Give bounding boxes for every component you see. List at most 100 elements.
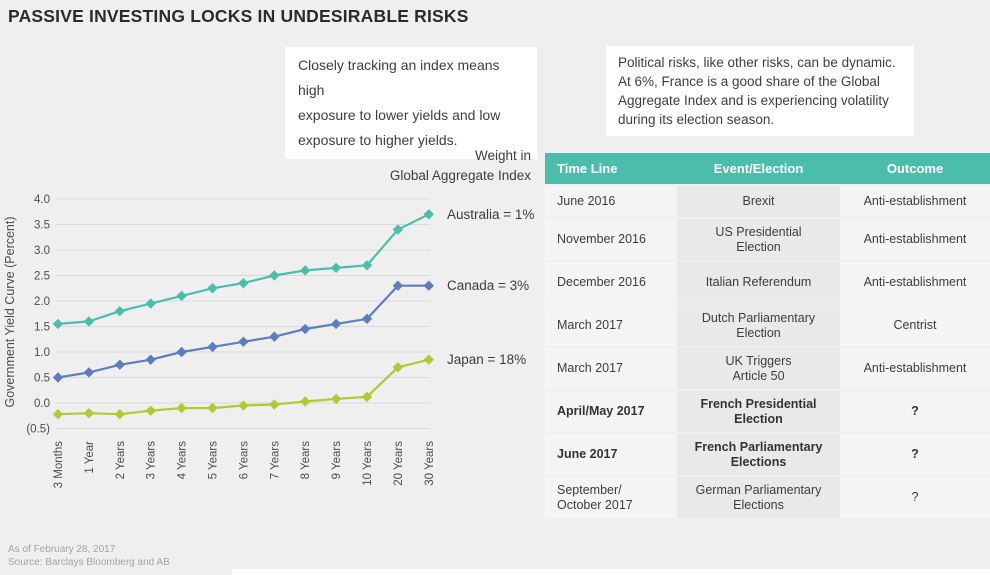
table-cell: December 2016 — [545, 262, 677, 303]
x-tick-label: 7 Years — [269, 441, 281, 480]
data-point-canada — [238, 336, 249, 347]
data-point-canada — [145, 354, 156, 365]
data-point-canada — [114, 359, 125, 370]
data-point-japan — [423, 354, 434, 365]
data-point-japan — [83, 408, 95, 419]
data-point-australia — [145, 298, 156, 309]
data-point-australia — [423, 209, 434, 220]
x-tick-label: 4 Years — [177, 441, 189, 480]
data-point-australia — [114, 306, 125, 317]
table-row: June 2017 French Parliamentary Elections? — [545, 434, 990, 475]
y-tick-label: 1.0 — [34, 347, 50, 359]
x-tick-label: 20 Years — [393, 441, 405, 486]
y-tick-label: 0.0 — [34, 398, 50, 410]
table-cell: US Presidential Election — [677, 219, 840, 260]
table-row: April/May 2017 French Presidential Electi… — [545, 391, 990, 432]
data-point-japan — [330, 393, 342, 405]
y-tick-label: 3.5 — [34, 220, 50, 232]
series-label-canada: Canada = 3% — [447, 278, 529, 293]
data-point-canada — [423, 280, 434, 291]
x-tick-label: 8 Years — [300, 441, 312, 480]
data-point-canada — [300, 323, 311, 335]
page-title: PASSIVE INVESTING LOCKS IN UNDESIRABLE R… — [8, 6, 469, 26]
data-point-australia — [83, 316, 95, 327]
x-tick-label: 6 Years — [238, 441, 250, 480]
x-tick-label: 5 Years — [208, 441, 220, 480]
callout-index-note: Closely tracking an index means high exp… — [285, 47, 537, 159]
series-line-australia — [57, 213, 430, 325]
data-point-australia — [176, 290, 187, 302]
data-point-australia — [207, 283, 218, 294]
data-point-japan — [269, 399, 280, 410]
table-row: December 2016 Italian Referendum Anti-esta… — [545, 262, 990, 303]
source-note: Source: Barclays Bloomberg and AB — [8, 557, 170, 568]
data-point-japan — [176, 402, 187, 414]
data-point-australia — [392, 224, 404, 235]
series-label-japan: Japan = 18% — [447, 352, 526, 367]
x-tick-label: 10 Years — [362, 441, 374, 486]
table-cell: ? — [840, 477, 990, 518]
yield-curve-chart: 4.0 3.5 3.0 2.5 2.0 1.5 1.0 0.5 0.0 (0.5)3 Months… — [3, 194, 534, 489]
y-tick-label: 4.0 — [34, 194, 50, 206]
data-point-australia — [238, 277, 249, 289]
table-cell: Anti-establishment — [840, 262, 990, 303]
y-tick-label: 0.5 — [34, 373, 50, 385]
table-row: November 2016 US Presidential Election Ant… — [545, 219, 990, 260]
x-tick-label: 9 Years — [331, 441, 343, 480]
data-point-canada — [361, 313, 373, 325]
table-header-row: Time Line Event/Election Outcome — [545, 153, 990, 184]
table-cell: ? — [840, 391, 990, 432]
data-point-japan — [361, 391, 373, 403]
table-cell: Dutch Parliamentary Election — [677, 305, 840, 346]
table-cell: March 2017 — [545, 348, 677, 389]
x-tick-label: 2 Years — [115, 441, 127, 480]
data-point-canada — [269, 331, 280, 342]
data-point-canada — [83, 367, 95, 378]
table-cell: Anti-establishment — [840, 186, 990, 217]
table-cell: March 2017 — [545, 305, 677, 346]
data-point-japan — [145, 405, 156, 416]
table-cell: French Presidential Election — [677, 391, 840, 432]
y-tick-label: 2.0 — [34, 296, 50, 308]
table-header-cell: Event/Election — [677, 153, 840, 184]
y-axis-title: Government Yield Curve (Percent) — [3, 216, 17, 407]
data-point-japan — [392, 362, 404, 373]
footnotes: As of February 28, 2017 Source: Barclays… — [8, 543, 170, 569]
series-line-canada — [57, 284, 429, 379]
as-of-note: As of February 28, 2017 — [8, 544, 116, 555]
table-row: March 2017 Dutch Parliamentary Election Ce… — [545, 305, 990, 346]
data-point-canada — [52, 372, 64, 383]
table-cell: April/May 2017 — [545, 391, 677, 432]
y-tick-label: 3.0 — [34, 245, 50, 257]
table-cell: Italian Referendum — [677, 262, 840, 303]
data-point-japan — [207, 402, 218, 414]
data-point-australia — [52, 318, 64, 330]
table-cell: Centrist — [840, 305, 990, 346]
data-point-japan — [114, 409, 125, 420]
table-cell: UK Triggers Article 50 — [677, 348, 840, 389]
table-cell: German Parliamentary Elections — [677, 477, 840, 518]
table-cell: Anti-establishment — [840, 219, 990, 260]
x-tick-label: 30 Years — [424, 441, 436, 486]
data-point-australia — [330, 262, 342, 274]
data-point-australia — [361, 260, 373, 271]
x-tick-label: 1 Year — [84, 441, 96, 474]
data-point-canada — [176, 346, 187, 358]
bottom-edge-strip — [232, 569, 990, 575]
y-tick-label: 2.5 — [34, 271, 50, 283]
table-header-cell: Outcome — [840, 153, 990, 184]
table-row: September/ October 2017 German Parliament… — [545, 477, 990, 518]
data-point-canada — [392, 280, 404, 291]
x-tick-label: 3 Months — [53, 441, 65, 489]
table-header-cell: Time Line — [545, 153, 677, 184]
data-point-japan — [300, 396, 311, 407]
table-cell: French Parliamentary Elections — [677, 434, 840, 475]
y-tick-label: 1.5 — [34, 322, 50, 334]
data-point-japan — [238, 400, 249, 411]
weight-heading: Weight in Global Aggregate Index — [389, 148, 531, 183]
series-label-australia: Australia = 1% — [447, 207, 534, 222]
events-table: Time Line Event/Election Outcome June 2016 B… — [545, 153, 990, 520]
table-cell: September/ October 2017 — [545, 477, 677, 518]
data-point-australia — [269, 270, 280, 281]
